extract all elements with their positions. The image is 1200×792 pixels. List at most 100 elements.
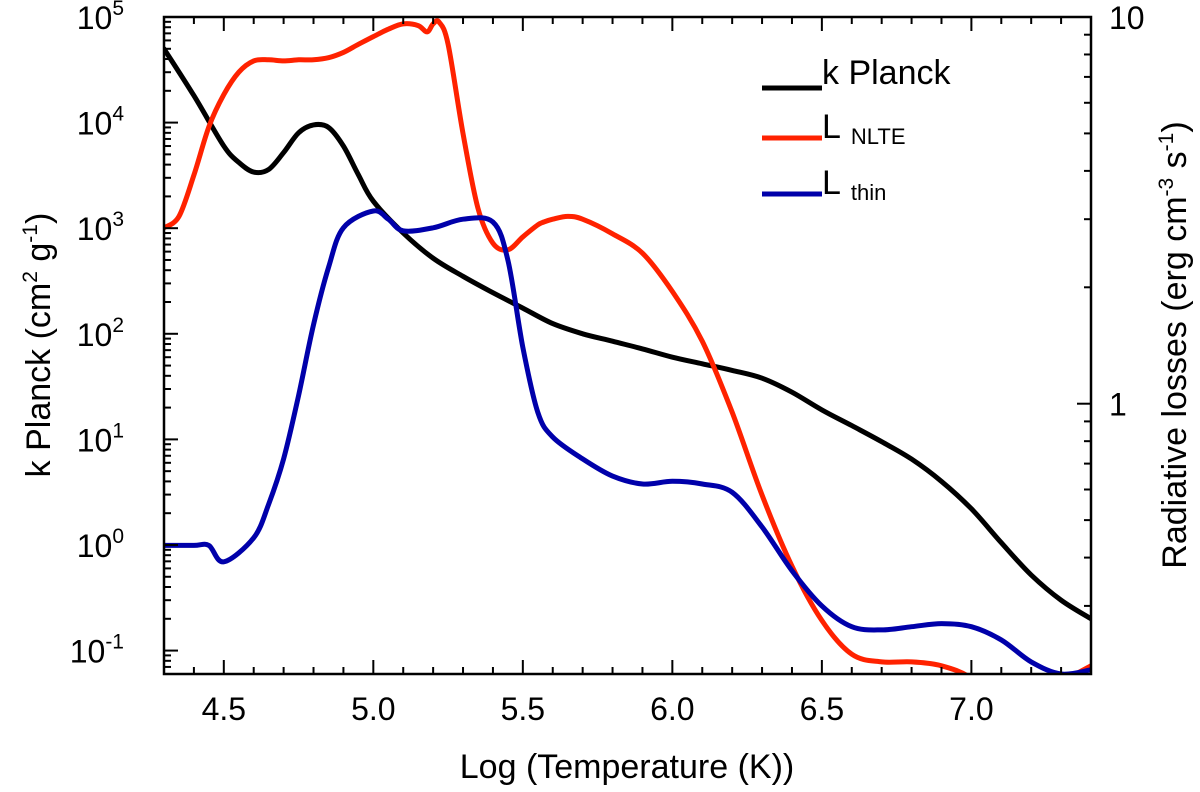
data-point-l-thin-35 xyxy=(1000,638,1003,641)
data-point-l-nlte-9 xyxy=(297,58,300,61)
x-tick-label: 5.0 xyxy=(351,691,395,727)
data-series-layer xyxy=(163,18,1093,724)
data-point-l-nlte-27 xyxy=(536,223,539,226)
data-point-l-thin-34 xyxy=(970,625,973,628)
data-point-k-planck-3 xyxy=(237,161,240,164)
series-points-k-planck xyxy=(163,47,1093,620)
data-point-l-thin-27 xyxy=(761,526,764,529)
data-point-k-planck-30 xyxy=(910,458,913,461)
data-point-l-nlte-28 xyxy=(542,221,545,224)
data-point-l-nlte-20 xyxy=(438,21,441,24)
data-point-l-thin-14 xyxy=(432,226,435,229)
data-point-k-planck-20 xyxy=(611,340,614,343)
data-point-l-thin-10 xyxy=(342,226,345,229)
data-point-l-thin-19 xyxy=(536,411,539,414)
data-point-l-thin-9 xyxy=(327,266,330,269)
data-point-k-planck-21 xyxy=(641,347,644,350)
data-point-k-planck-19 xyxy=(581,332,584,335)
data-point-k-planck-34 xyxy=(1030,574,1033,577)
data-point-l-nlte-32 xyxy=(611,232,614,235)
data-point-k-planck-16 xyxy=(491,291,494,294)
data-point-l-nlte-46 xyxy=(1030,721,1033,724)
plot-frame xyxy=(162,15,1093,676)
data-point-l-nlte-31 xyxy=(581,218,584,221)
data-point-l-thin-8 xyxy=(312,323,315,326)
data-point-l-thin-7 xyxy=(297,394,300,397)
data-point-l-thin-13 xyxy=(402,229,405,232)
x-tick-label: 6.5 xyxy=(800,691,844,727)
data-point-l-thin-22 xyxy=(611,475,614,478)
data-point-l-thin-26 xyxy=(731,491,734,494)
data-point-l-nlte-21 xyxy=(447,43,450,46)
data-point-l-nlte-37 xyxy=(761,494,764,497)
data-point-l-thin-6 xyxy=(282,457,285,460)
data-point-l-nlte-1 xyxy=(178,215,181,218)
data-point-l-nlte-47 xyxy=(1045,710,1048,713)
legend-label-l-nlte: L NLTE xyxy=(822,108,906,149)
data-point-k-planck-1 xyxy=(192,94,195,97)
data-point-l-thin-29 xyxy=(820,604,823,607)
data-point-l-nlte-10 xyxy=(312,58,315,61)
data-point-l-nlte-33 xyxy=(641,252,644,255)
data-point-l-nlte-2 xyxy=(192,174,195,177)
data-point-k-planck-9 xyxy=(327,126,330,129)
series-points-l-thin xyxy=(163,210,1093,676)
data-point-k-planck-11 xyxy=(357,173,360,176)
data-point-l-thin-18 xyxy=(521,346,524,349)
data-point-k-planck-26 xyxy=(791,391,794,394)
data-point-k-planck-8 xyxy=(312,123,315,126)
data-point-l-nlte-26 xyxy=(521,235,524,238)
data-point-l-thin-16 xyxy=(491,221,494,224)
data-point-l-nlte-42 xyxy=(910,660,913,663)
data-point-k-planck-22 xyxy=(671,356,674,359)
y-left-tick-label: 102 xyxy=(77,314,124,353)
data-point-l-nlte-45 xyxy=(1000,705,1003,708)
data-point-l-thin-17 xyxy=(506,259,509,262)
data-point-l-nlte-39 xyxy=(820,619,823,622)
data-point-l-thin-2 xyxy=(207,544,210,547)
data-point-l-nlte-14 xyxy=(372,35,375,38)
data-point-l-nlte-23 xyxy=(477,207,480,210)
data-point-k-planck-10 xyxy=(342,145,345,148)
data-point-l-thin-24 xyxy=(671,480,674,483)
data-point-l-thin-4 xyxy=(252,536,255,539)
data-point-k-planck-29 xyxy=(880,440,883,443)
data-point-k-planck-23 xyxy=(701,362,704,365)
data-point-l-nlte-35 xyxy=(701,340,704,343)
data-point-k-planck-5 xyxy=(267,168,270,171)
left-y-axis-title: k Planck (cm2 g-1) xyxy=(19,213,58,478)
legend-label-k-planck: k Planck xyxy=(822,54,951,92)
x-axis-title: Log (Temperature (K)) xyxy=(460,748,794,786)
data-point-l-thin-32 xyxy=(910,625,913,628)
data-point-l-nlte-4 xyxy=(222,93,225,96)
data-point-l-nlte-8 xyxy=(282,59,285,62)
x-tick-label: 6.0 xyxy=(650,691,694,727)
x-tick-label: 4.5 xyxy=(202,691,246,727)
data-point-l-nlte-5 xyxy=(237,71,240,74)
data-point-k-planck-17 xyxy=(521,307,524,310)
data-point-k-planck-28 xyxy=(850,424,853,427)
data-point-l-nlte-12 xyxy=(342,51,345,54)
data-point-l-thin-1 xyxy=(192,544,195,547)
data-point-l-thin-11 xyxy=(372,210,375,213)
y-left-tick-label: 104 xyxy=(77,103,125,142)
x-tick-label: 7.0 xyxy=(949,691,993,727)
data-point-l-nlte-15 xyxy=(387,28,390,31)
data-point-l-thin-30 xyxy=(850,625,853,628)
data-point-l-nlte-13 xyxy=(357,43,360,46)
data-point-l-nlte-7 xyxy=(267,58,270,61)
data-point-k-planck-18 xyxy=(551,322,554,325)
y-left-tick-label: 101 xyxy=(77,419,124,458)
data-point-l-nlte-34 xyxy=(671,290,674,293)
data-point-k-planck-31 xyxy=(940,480,943,483)
data-point-l-nlte-17 xyxy=(417,24,420,27)
data-point-l-nlte-40 xyxy=(850,653,853,656)
y-left-tick-label: 105 xyxy=(77,0,124,36)
data-point-l-nlte-29 xyxy=(551,218,554,221)
data-point-k-planck-32 xyxy=(970,507,973,510)
y-right-tick-label: 10 xyxy=(1109,0,1145,36)
data-point-l-nlte-6 xyxy=(252,59,255,62)
